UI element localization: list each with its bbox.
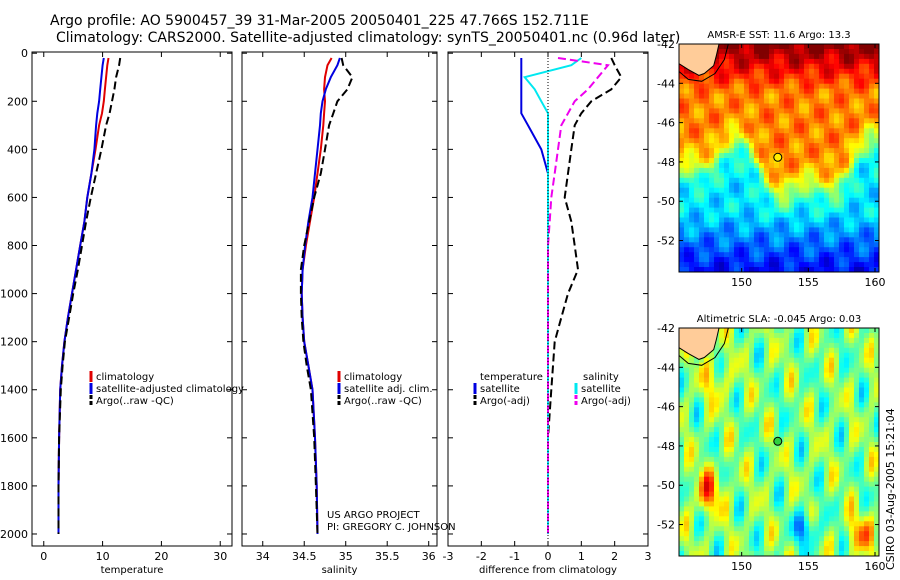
difference-xtick-label: -1: [509, 550, 520, 563]
sla-map-xtick-label: 160: [865, 560, 886, 573]
difference-xtick-label: 0: [545, 550, 552, 563]
difference-line-temperature-satellite: [520, 58, 549, 534]
depth-tick-label: 400: [7, 143, 28, 156]
sla-map-ytick-label: -50: [657, 479, 675, 492]
sla-map-ytick-label: -52: [657, 519, 675, 532]
sla-map-xtick-label: 150: [731, 560, 752, 573]
salinity-xtick-label: 35: [339, 550, 353, 563]
sla-map-frame: [678, 327, 880, 557]
salinity-line-satellite-adj-clim-: [300, 57, 341, 535]
sst-map-xtick-label: 160: [865, 276, 886, 289]
project-note-0: US ARGO PROJECT: [327, 510, 421, 521]
depth-tick-label: 2000: [0, 528, 28, 541]
salinity-line-argo-raw-qc-: [299, 57, 354, 535]
difference-line-salinity-argo-adj-: [547, 57, 610, 534]
salinity-xtick-label: 34: [256, 550, 270, 563]
depth-tick-label: 1200: [0, 336, 28, 349]
salinity-series-group: [299, 57, 354, 535]
depth-tick-label: 1600: [0, 432, 28, 445]
sst-map-argo-marker: [773, 152, 783, 162]
diff-legend-sal-argo-label: Argo(-adj): [581, 396, 631, 407]
sst-map-ytick-label: -46: [657, 117, 675, 130]
depth-tick-label: 1000: [0, 288, 28, 301]
sst-map-ytick-label: -50: [657, 195, 675, 208]
depth-tick-label: 600: [7, 191, 28, 204]
salinity-frame: [241, 51, 438, 547]
sal-legend-2-label: Argo(..raw -QC): [344, 396, 422, 407]
temperature-line-satellite-adjusted-climatology: [57, 57, 105, 534]
sst-map-ytick-label: -48: [657, 156, 675, 169]
sst-map-xtick-label: 155: [798, 276, 819, 289]
salinity-xtick-label: 35.5: [375, 550, 400, 563]
salinity-xlabel: salinity: [322, 565, 358, 576]
figure-title-line2: Climatology: CARS2000. Satellite-adjuste…: [56, 30, 681, 46]
difference-series-group: [520, 57, 623, 534]
depth-tick-label: 200: [7, 95, 28, 108]
depth-tick-label: 1400: [0, 384, 28, 397]
temperature-xtick-label: 0: [40, 550, 47, 563]
sla-map-argo-marker: [773, 436, 783, 446]
sst-map-land: [679, 44, 720, 76]
sla-map-ytick-label: -46: [657, 401, 675, 414]
difference-xtick-label: 2: [611, 550, 618, 563]
temperature-xtick-label: 30: [213, 550, 227, 563]
difference-line-temperature-argo-adj-: [547, 57, 623, 534]
diff-legend-temp-sat-label: satellite: [480, 384, 520, 395]
temp-legend-0-label: climatology: [96, 372, 154, 383]
difference-xtick-label: 3: [645, 550, 652, 563]
sst-map-ytick-label: -52: [657, 235, 675, 248]
sst-map-cells: [679, 44, 879, 272]
temp-legend-1-label: satellite-adjusted climatology: [96, 384, 244, 395]
sst-map-frame: [678, 43, 880, 273]
temperature-line-argo-raw-qc-: [57, 57, 122, 534]
sla-map-ytick-label: -48: [657, 440, 675, 453]
diff-legend-temp-title: temperature: [480, 372, 543, 383]
temperature-xlabel: temperature: [101, 565, 164, 576]
sla-map-land: [679, 328, 720, 360]
difference-xtick-label: 1: [578, 550, 585, 563]
sst-map-ytick-label: -44: [657, 77, 675, 90]
sla-map-xtick-label: 155: [798, 560, 819, 573]
sla-map-title: Altimetric SLA: -0.045 Argo: 0.03: [697, 314, 862, 325]
sst-map-ytick-label: -42: [657, 38, 675, 51]
diff-legend-sal-sat-label: satellite: [581, 384, 621, 395]
project-note-1: PI: GREGORY C. JOHNSON: [327, 522, 456, 533]
sst-map-title: AMSR-E SST: 11.6 Argo: 13.3: [707, 30, 850, 41]
difference-xlabel: difference from climatology: [479, 565, 617, 576]
salinity-xtick-label: 34.5: [292, 550, 317, 563]
diff-legend-temp-argo-label: Argo(-adj): [480, 396, 530, 407]
temperature-xtick-label: 10: [96, 550, 110, 563]
temperature-line-climatology: [57, 57, 110, 534]
depth-tick-label: 1800: [0, 480, 28, 493]
sla-map-cells: [679, 328, 879, 556]
sst-map-contour: [679, 44, 729, 82]
temperature-frame: [31, 51, 233, 547]
depth-tick-label: 800: [7, 240, 28, 253]
sal-legend-0-label: climatology: [344, 372, 402, 383]
temperature-xtick-label: 20: [154, 550, 168, 563]
difference-xtick-label: -2: [476, 550, 487, 563]
credit-stamp: CSIRO 03-Aug-2005 15:21:04: [884, 408, 897, 570]
sla-map-contour: [679, 328, 729, 366]
sal-legend-1-label: satellite adj. clim.: [344, 384, 433, 395]
salinity-xtick-label: 36: [422, 550, 436, 563]
sla-map-ytick-label: -42: [657, 322, 675, 335]
difference-xtick-label: -3: [443, 550, 454, 563]
depth-tick-label: 0: [21, 47, 28, 60]
temperature-series-group: [57, 57, 122, 534]
temp-legend-2-label: Argo(..raw -QC): [96, 396, 174, 407]
figure-title-line1: Argo profile: AO 5900457_39 31-Mar-2005 …: [50, 13, 589, 29]
difference-line-salinity-satellite: [522, 57, 582, 534]
sla-map-ytick-label: -44: [657, 361, 675, 374]
diff-legend-sal-title: salinity: [583, 372, 619, 383]
sst-map-xtick-label: 150: [731, 276, 752, 289]
